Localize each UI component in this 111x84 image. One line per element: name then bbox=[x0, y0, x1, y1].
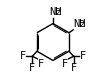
Text: F: F bbox=[70, 63, 77, 73]
Text: NH: NH bbox=[50, 7, 62, 17]
Text: F: F bbox=[38, 59, 44, 69]
Text: 2: 2 bbox=[56, 8, 61, 17]
Text: NH: NH bbox=[74, 19, 86, 29]
Text: 2: 2 bbox=[80, 20, 85, 29]
Text: F: F bbox=[62, 59, 68, 69]
Text: F: F bbox=[20, 51, 26, 61]
Text: F: F bbox=[29, 63, 36, 73]
Text: F: F bbox=[80, 51, 86, 61]
